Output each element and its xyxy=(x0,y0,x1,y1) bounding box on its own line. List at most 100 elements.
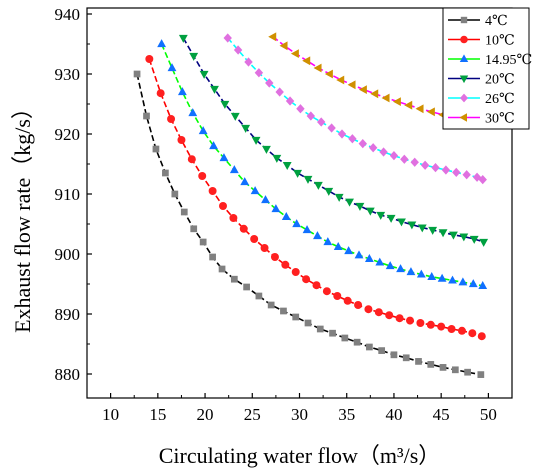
data-point xyxy=(271,204,281,213)
data-point xyxy=(313,181,323,190)
data-point xyxy=(199,238,207,246)
data-point xyxy=(390,351,398,359)
data-point xyxy=(243,283,250,291)
data-point xyxy=(427,361,435,368)
data-point xyxy=(282,162,292,171)
data-point xyxy=(302,275,311,284)
data-point xyxy=(167,63,177,72)
data-point xyxy=(417,224,427,233)
x-axis-title: Circulating water flow（m³/s） xyxy=(159,443,441,468)
data-point xyxy=(189,52,199,61)
data-point xyxy=(313,231,322,240)
x-tick-label: 25 xyxy=(244,405,261,424)
data-point xyxy=(477,332,486,341)
data-point xyxy=(449,231,458,240)
data-point xyxy=(270,253,279,261)
y-tick-label: 910 xyxy=(55,185,81,204)
legend-label: 30℃ xyxy=(485,112,515,127)
data-point xyxy=(344,246,354,255)
x-tick-label: 35 xyxy=(338,405,355,424)
data-point xyxy=(427,271,437,280)
data-point xyxy=(333,241,343,250)
series-4 xyxy=(178,34,489,247)
data-point xyxy=(469,235,479,244)
data-point xyxy=(133,70,141,78)
series-6 xyxy=(268,32,481,130)
data-point xyxy=(303,175,313,184)
y-axis-title: Exhaust flow rate（kg/s） xyxy=(10,97,35,333)
data-point xyxy=(268,32,277,42)
data-point xyxy=(379,147,388,157)
data-point xyxy=(460,16,468,24)
data-point xyxy=(251,136,261,145)
data-point xyxy=(478,280,488,289)
x-tick-label: 45 xyxy=(433,405,450,424)
data-point xyxy=(348,134,357,144)
data-point xyxy=(230,275,238,283)
data-point xyxy=(244,57,253,67)
data-point xyxy=(437,322,446,331)
data-point xyxy=(426,320,435,329)
data-point xyxy=(312,281,321,290)
legend-label: 20℃ xyxy=(485,73,515,88)
x-tick-label: 30 xyxy=(291,405,308,424)
data-point xyxy=(327,123,336,133)
data-point xyxy=(477,371,485,378)
data-point xyxy=(428,226,438,235)
data-point xyxy=(223,33,232,43)
data-point xyxy=(431,162,440,173)
data-point xyxy=(375,257,385,266)
data-point xyxy=(324,187,334,196)
data-point xyxy=(462,170,471,180)
x-tick-label: 20 xyxy=(197,405,214,424)
data-point xyxy=(333,292,342,300)
data-point xyxy=(347,80,356,90)
data-point xyxy=(345,198,354,207)
data-point xyxy=(290,49,299,59)
series-line xyxy=(148,58,483,337)
data-point xyxy=(145,55,154,63)
data-point xyxy=(250,235,259,243)
data-point xyxy=(250,186,260,195)
data-point xyxy=(460,35,468,44)
data-point xyxy=(272,154,282,163)
data-point xyxy=(180,208,188,216)
y-tick-label: 890 xyxy=(55,305,81,324)
data-point xyxy=(240,177,250,186)
data-point xyxy=(292,219,302,228)
data-point xyxy=(385,261,395,270)
data-point xyxy=(241,124,251,133)
data-point xyxy=(306,111,316,121)
data-point xyxy=(341,334,349,342)
data-point xyxy=(302,225,312,234)
data-point xyxy=(365,207,375,216)
data-point xyxy=(353,338,361,346)
data-point xyxy=(152,145,160,153)
data-point xyxy=(395,314,404,323)
data-point xyxy=(468,329,477,338)
data-point xyxy=(304,319,312,327)
data-point xyxy=(439,364,447,371)
data-point xyxy=(279,41,288,51)
data-point xyxy=(370,89,379,99)
data-point xyxy=(280,307,287,315)
series-line xyxy=(136,73,481,376)
data-point xyxy=(364,305,373,314)
data-point xyxy=(198,172,207,180)
data-point xyxy=(437,273,447,282)
x-tick-label: 40 xyxy=(385,405,402,424)
data-point xyxy=(281,260,290,269)
data-point xyxy=(329,329,336,337)
data-point xyxy=(324,69,333,79)
data-point xyxy=(464,368,471,376)
data-point xyxy=(199,70,209,79)
data-point xyxy=(354,301,363,309)
data-point xyxy=(260,244,269,252)
data-point xyxy=(451,366,459,374)
data-point xyxy=(358,138,367,149)
y-tick-label: 930 xyxy=(55,65,81,84)
data-point xyxy=(322,287,331,296)
legend-label: 4℃ xyxy=(485,14,508,29)
data-point xyxy=(366,343,373,351)
data-point xyxy=(292,313,300,321)
